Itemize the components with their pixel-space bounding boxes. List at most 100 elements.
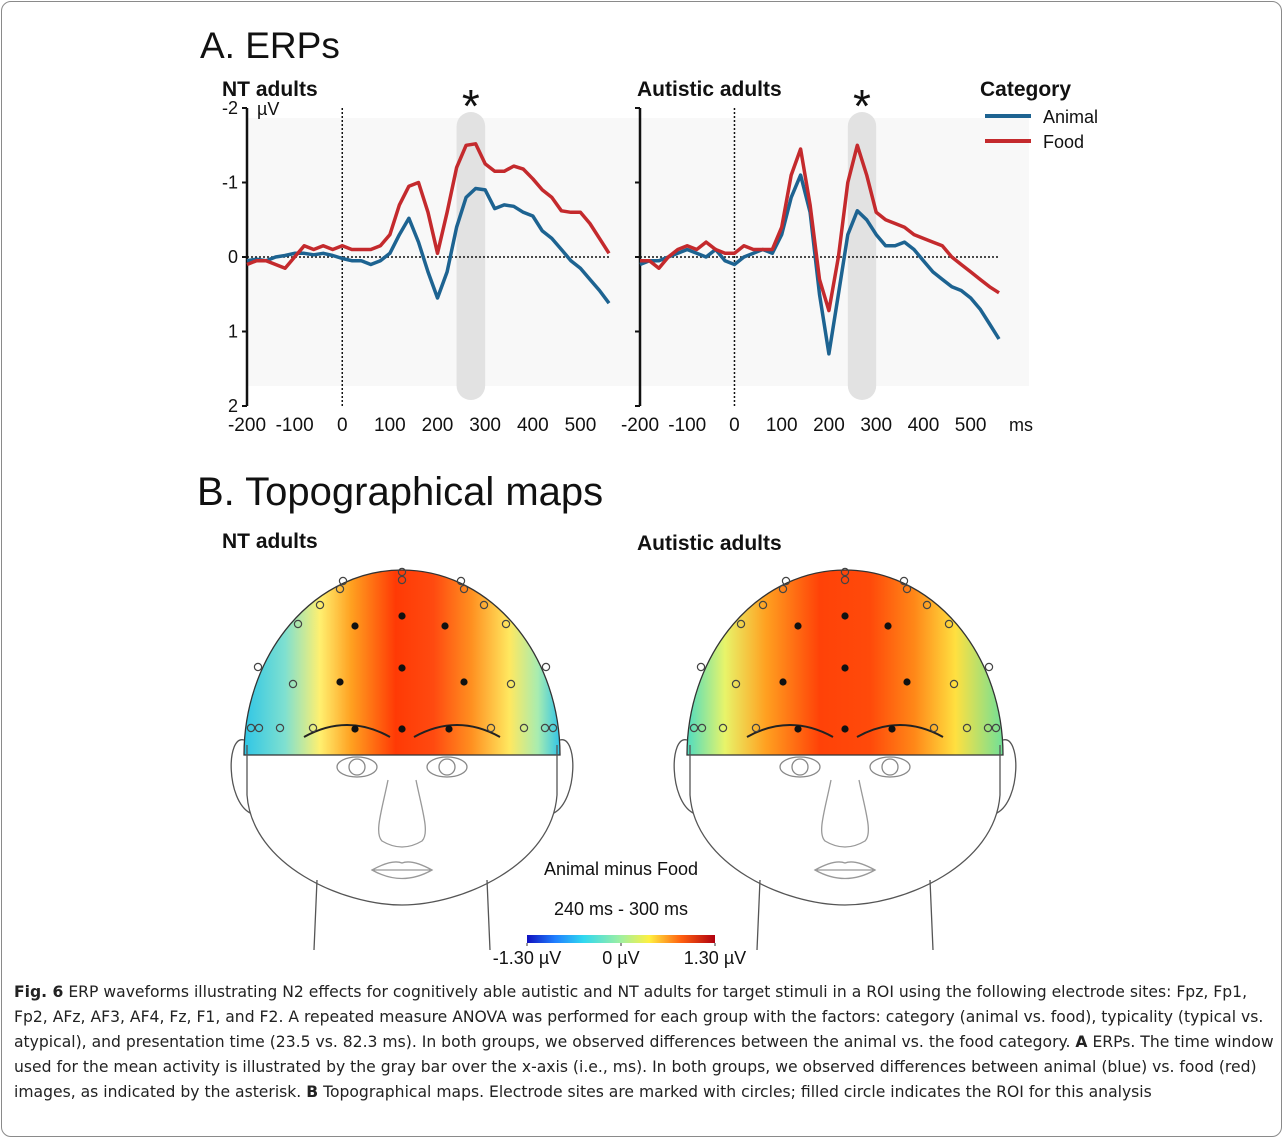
electrode: [519, 723, 529, 733]
electrode: [459, 584, 469, 594]
scalp-cap: [243, 569, 561, 756]
x-tick-label: -100: [276, 415, 314, 436]
electrode: [397, 575, 407, 585]
plot-background: [640, 118, 1029, 386]
x-tick-label: 200: [813, 415, 845, 436]
caption-label: B: [306, 1083, 319, 1101]
electrode: [731, 679, 741, 689]
plot-background: [247, 118, 639, 386]
caption-label: A: [1075, 1033, 1088, 1051]
head-map: [230, 569, 574, 951]
eyebrows: [303, 724, 501, 738]
caption-text: ERPs. The time window used for the mean …: [14, 1033, 1274, 1101]
electrode-roi: [779, 678, 787, 686]
electrode-roi: [398, 612, 406, 620]
significance-marker: *: [462, 80, 480, 132]
y-tick-label: -2: [222, 98, 238, 118]
x-tick-label: -200: [228, 415, 266, 436]
electrode: [944, 619, 954, 629]
electrode: [922, 600, 932, 610]
electrode: [983, 723, 993, 733]
electrode: [501, 619, 511, 629]
contrast-label: Animal minus Food: [544, 859, 698, 879]
figure: A. ERPs Category B. Topographical maps N…: [197, 25, 1098, 968]
electrode: [840, 567, 850, 577]
x-tick-label: -100: [668, 415, 706, 436]
eyebrows: [746, 724, 944, 738]
electrode: [335, 584, 345, 594]
electrode: [338, 576, 348, 586]
x-tick-label: 100: [374, 415, 406, 436]
panel-title: B. Topographical maps: [197, 470, 603, 514]
series-line: [639, 173, 1001, 356]
electrode: [506, 679, 516, 689]
chart-title: NT adults: [222, 78, 318, 101]
legend-title: Category: [980, 78, 1071, 101]
y-unit: µV: [257, 99, 279, 119]
y-tick-label: 0: [228, 247, 238, 267]
y-tick-label: 1: [228, 322, 238, 342]
caption-text: ERP waveforms illustrating N2 effects fo…: [14, 983, 1264, 1051]
head-map: [673, 569, 1017, 951]
electrode-roi: [841, 612, 849, 620]
electrode: [253, 662, 263, 672]
electrode: [751, 723, 761, 733]
electrode-roi: [841, 725, 849, 733]
electrode: [984, 662, 994, 672]
electrode: [479, 600, 489, 610]
electrode: [540, 723, 550, 733]
x-tick-label: 500: [955, 415, 987, 436]
caption-text: Topographical maps. Electrode sites are …: [318, 1083, 1152, 1101]
x-unit: ms: [1009, 415, 1033, 435]
electrode: [246, 723, 256, 733]
electrode-roi: [460, 678, 468, 686]
electrode: [781, 576, 791, 586]
electrode: [541, 662, 551, 672]
x-tick-label: 200: [422, 415, 454, 436]
y-tick-label: 2: [228, 396, 238, 416]
electrode: [275, 723, 285, 733]
x-tick-label: 400: [908, 415, 940, 436]
x-tick-label: 400: [517, 415, 549, 436]
series-line: [246, 142, 611, 270]
electrode: [689, 723, 699, 733]
electrode-roi: [351, 622, 359, 630]
electrode: [778, 584, 788, 594]
electrode-roi: [336, 678, 344, 686]
electrode: [315, 600, 325, 610]
electrode: [308, 723, 318, 733]
electrode: [758, 600, 768, 610]
electrode: [696, 662, 706, 672]
electrode-roi: [398, 725, 406, 733]
electrode-roi: [398, 664, 406, 672]
significance-marker: *: [853, 80, 871, 132]
electrode: [397, 567, 407, 577]
y-tick-label: -1: [222, 173, 238, 193]
time-window: [456, 112, 486, 400]
electrode: [456, 576, 466, 586]
electrode: [840, 575, 850, 585]
electrode-roi: [884, 622, 892, 630]
electrode-roi: [445, 725, 453, 733]
map-title: NT adults: [222, 530, 318, 553]
electrode: [254, 723, 264, 733]
electrode: [293, 619, 303, 629]
electrode: [697, 723, 707, 733]
electrode-roi: [903, 678, 911, 686]
map-title: Autistic adults: [637, 532, 782, 555]
colorbar: [527, 935, 715, 943]
electrode: [991, 723, 1001, 733]
x-tick-label: 300: [860, 415, 892, 436]
x-tick-label: -200: [621, 415, 659, 436]
electrode: [899, 576, 909, 586]
electrode: [902, 584, 912, 594]
electrode-roi: [794, 725, 802, 733]
electrode: [288, 679, 298, 689]
electrode: [486, 723, 496, 733]
electrode: [718, 723, 728, 733]
face: [673, 739, 1017, 951]
window-label: 240 ms - 300 ms: [554, 899, 688, 919]
electrode: [962, 723, 972, 733]
caption-label: Fig. 6: [14, 983, 64, 1001]
